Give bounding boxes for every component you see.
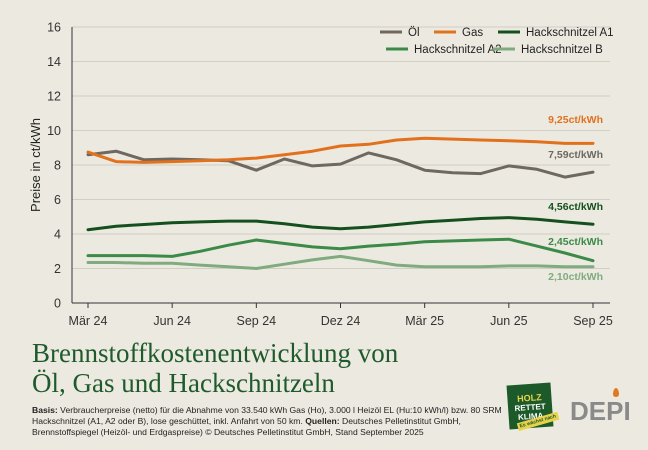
end-label--l: 7,59ct/kWh [548,149,603,161]
basis-label: Basis: [32,405,58,415]
x-tick-label: Jun 25 [490,314,528,328]
y-tick-label: 8 [54,159,61,173]
series-line-hackschnitzel-a1 [86,216,595,232]
title-line-1: Brennstoffkostenentwicklung von [32,338,399,368]
legend: Öl Gas Hackschnitzel A1 Hackschnitzel A2 Hac… [380,27,614,56]
basis-text: Verbraucherpreise (netto) für die Abnahm… [32,405,502,426]
line-chart: 0 2 4 6 8 10 12 14 16 Mär 24 Jun 24 Sep 24 Dez 24 Mär… [28,21,614,329]
depi-logo: DEPI [570,396,631,426]
series-lines [86,136,595,270]
end-label-gas: 9,25ct/kWh [548,114,603,126]
footnote: Basis: Verbraucherpreise (netto) für die… [32,405,502,438]
y-axis-label: Preise in ct/kWh [28,118,43,212]
end-value-labels: 7,59ct/kWh 9,25ct/kWh 4,56ct/kWh 2,45ct/kWh… [548,114,603,283]
y-tick-label: 2 [54,262,61,276]
x-tick-label: Mär 25 [405,314,444,328]
y-tick-label: 6 [54,193,61,207]
end-label-hackschnitzel-a2: 2,45ct/kWh [548,236,603,248]
legend-label: Hackschnitzel A2 [414,44,502,56]
y-tick-label: 10 [47,124,61,138]
y-tick-label: 4 [54,228,61,242]
sources-text: Deutsches Pelletinstitut GmbH, Brennstof… [32,416,461,437]
series-line-hackschnitzel-a2 [86,237,595,263]
flame-icon [613,388,619,397]
axes: 0 2 4 6 8 10 12 14 16 Mär 24 Jun 24 Sep 24 Dez 24 Mär… [28,21,613,329]
series-line-gas [86,136,595,164]
sources-label: Quellen: [305,416,340,426]
end-label-hackschnitzel-a1: 4,56ct/kWh [548,201,603,213]
series-line--l [86,149,595,179]
legend-label: Hackschnitzel B [521,44,603,56]
holz-rettet-klima-logo: HOLZ RETTET KLIMA Es wächst nach [506,382,560,432]
x-tick-label: Mär 24 [69,314,108,328]
x-tick-label: Jun 24 [153,314,191,328]
title-line-2: Öl, Gas und Hackschnitzeln [32,368,335,398]
x-tick-label: Dez 24 [321,314,361,328]
y-tick-label: 14 [47,55,61,69]
x-tick-label: Sep 25 [573,314,613,328]
y-tick-label: 12 [47,90,61,104]
legend-label: Gas [462,27,483,39]
chart-title: Brennstoffkostenentwicklung von Öl, Gas … [32,338,398,398]
x-tick-label: Sep 24 [237,314,277,328]
legend-label: Hackschnitzel A1 [526,27,614,39]
end-label-hackschnitzel-b: 2,10ct/kWh [548,271,603,283]
y-tick-label: 16 [47,21,61,35]
series-line-hackschnitzel-b [86,254,595,270]
legend-label: Öl [408,27,420,39]
y-tick-label: 0 [54,297,61,311]
